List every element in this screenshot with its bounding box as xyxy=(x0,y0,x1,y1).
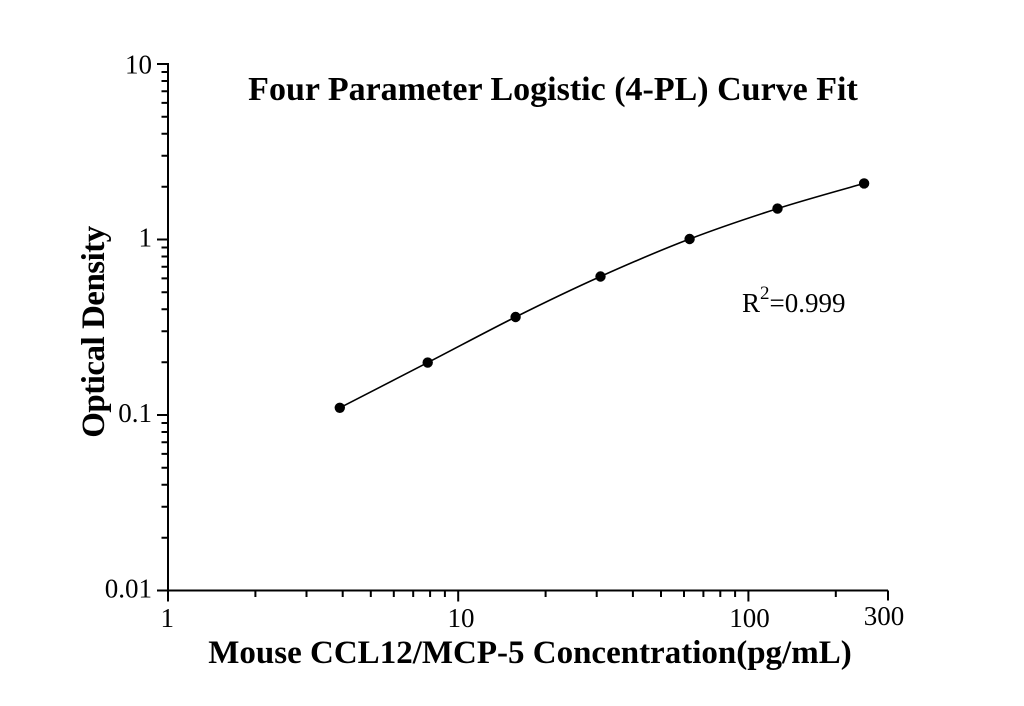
svg-text:1: 1 xyxy=(139,223,153,253)
svg-text:R2=0.999: R2=0.999 xyxy=(742,283,846,318)
svg-text:0.01: 0.01 xyxy=(105,574,152,604)
svg-text:Four Parameter Logistic (4-PL): Four Parameter Logistic (4-PL) Curve Fit xyxy=(248,71,858,108)
svg-text:10: 10 xyxy=(125,50,152,80)
svg-text:Optical Density: Optical Density xyxy=(76,225,112,438)
svg-text:300: 300 xyxy=(864,601,905,631)
svg-text:100: 100 xyxy=(729,603,770,633)
svg-text:Mouse CCL12/MCP-5 Concentratio: Mouse CCL12/MCP-5 Concentration(pg/mL) xyxy=(208,635,851,671)
svg-text:0.1: 0.1 xyxy=(118,398,152,428)
svg-text:1: 1 xyxy=(161,603,175,633)
svg-text:10: 10 xyxy=(448,603,475,633)
